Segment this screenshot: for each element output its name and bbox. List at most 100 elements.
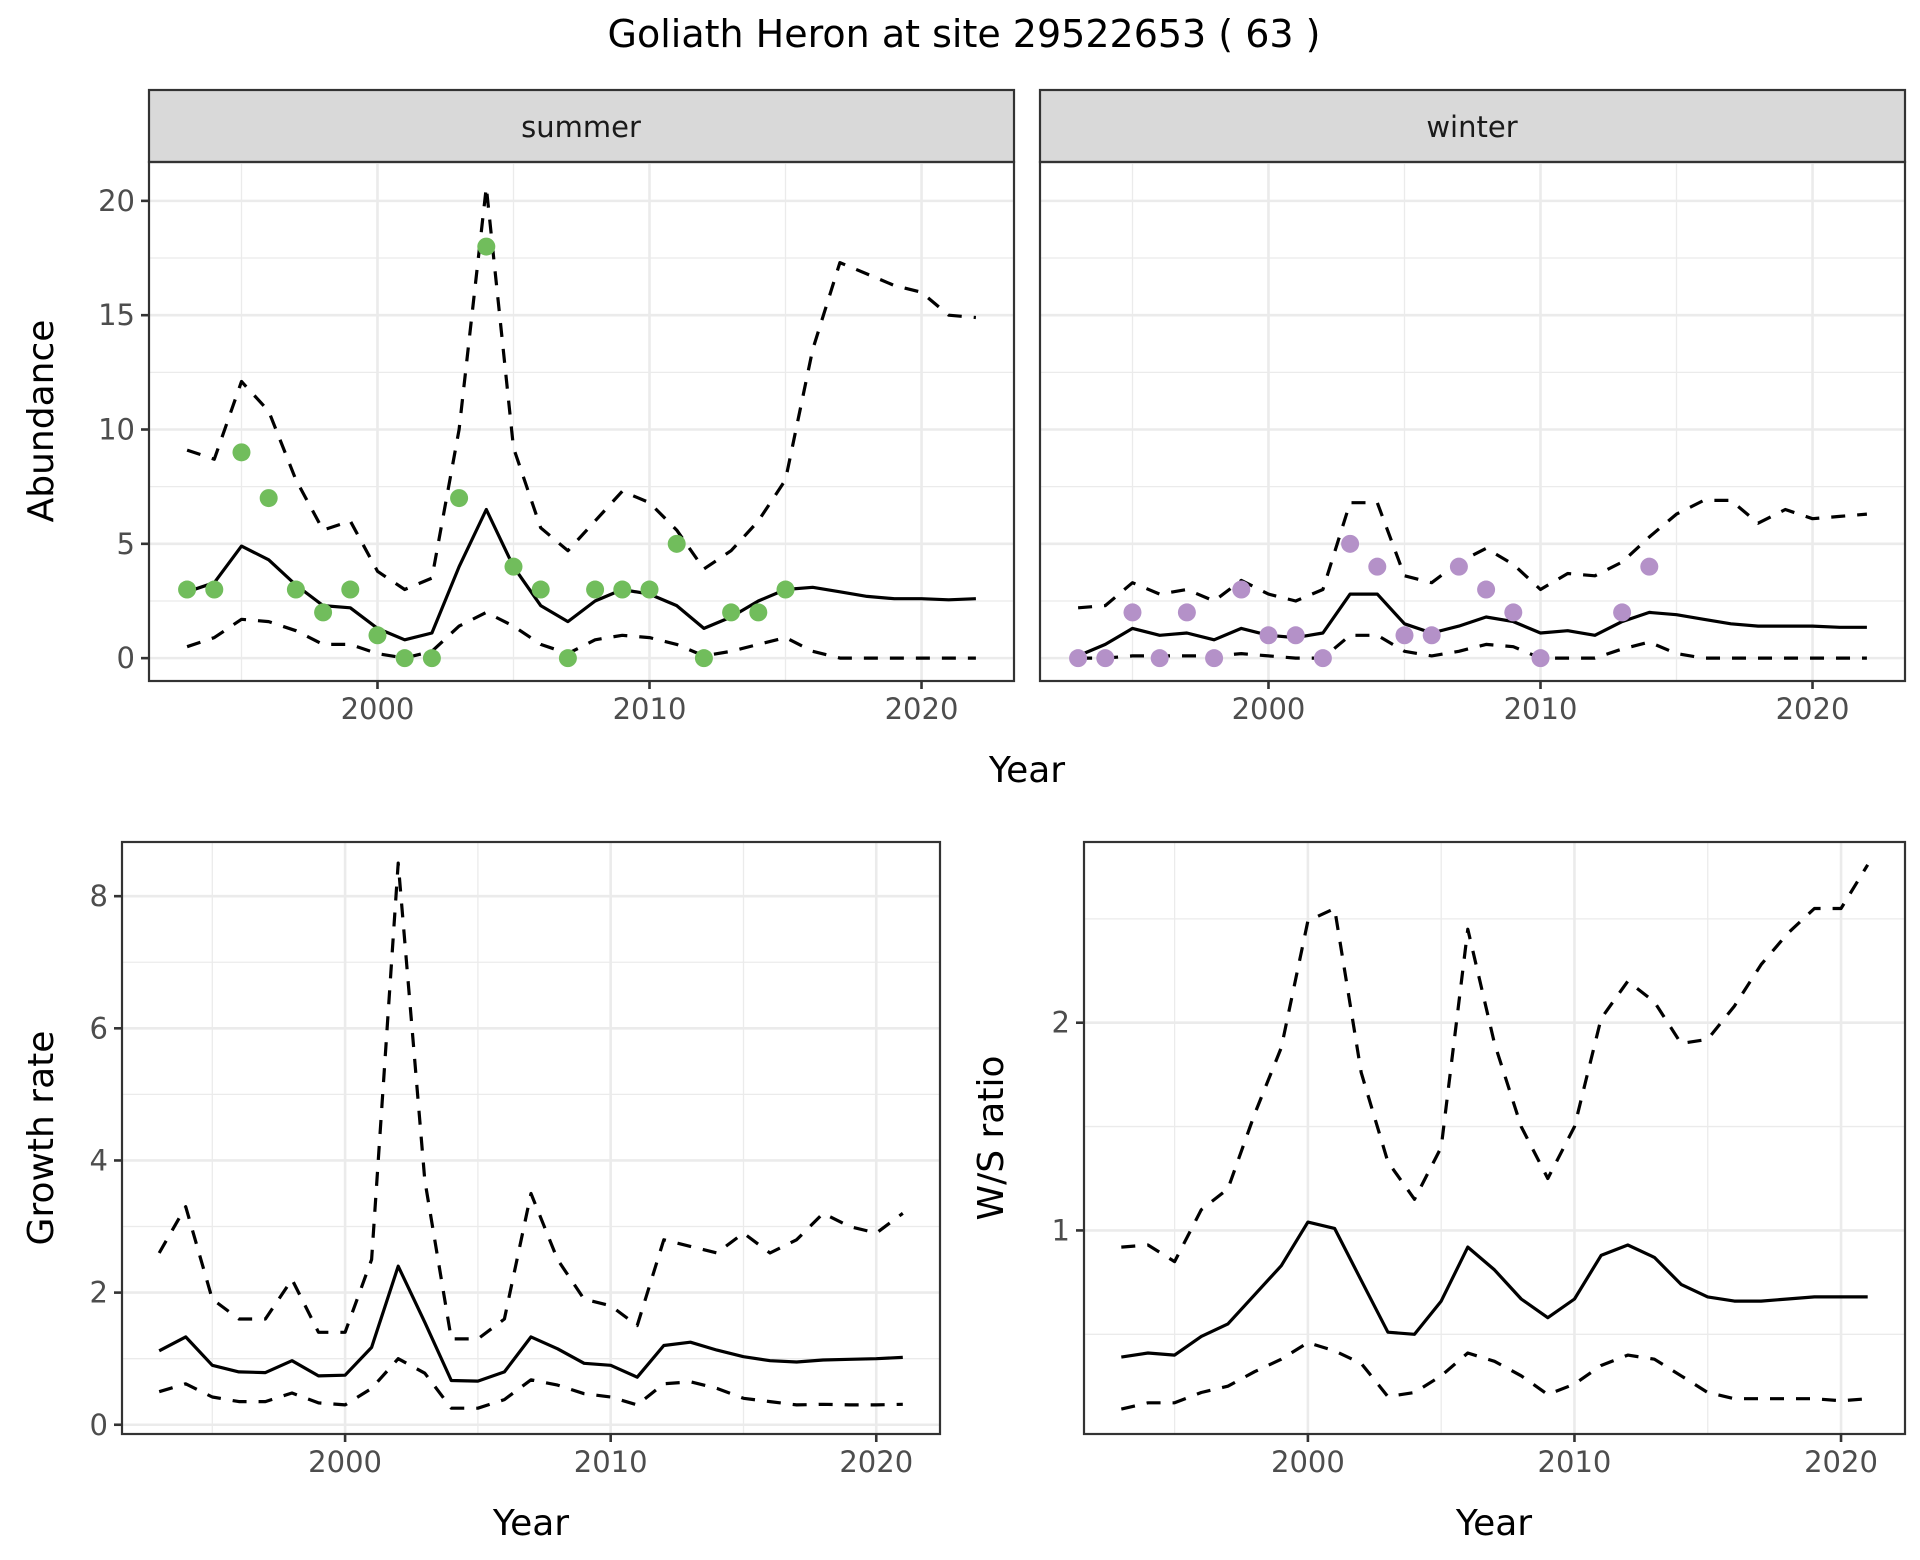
panel-border-ws-ratio xyxy=(1082,840,1907,1436)
observed-point xyxy=(368,626,387,645)
figure-title: Goliath Heron at site 29522653 ( 63 ) xyxy=(608,12,1321,56)
series-summer xyxy=(178,185,977,668)
observed-point xyxy=(1368,557,1387,576)
y-tick-label: 0 xyxy=(117,641,135,675)
grid-ws-ratio xyxy=(1084,842,1905,1434)
x-axis-title-ws-ratio: Year xyxy=(1455,1503,1532,1544)
y-tick-label: 8 xyxy=(90,879,108,913)
observed-point xyxy=(1150,649,1169,668)
observed-point xyxy=(1341,534,1360,553)
strip-label-summer: summer xyxy=(521,110,641,144)
panel-border-growth-rate xyxy=(120,840,942,1436)
x-tick-label: 2010 xyxy=(1504,692,1578,726)
mean-line xyxy=(186,507,976,642)
observed-point xyxy=(586,580,605,599)
observed-point xyxy=(1259,626,1278,645)
observed-point xyxy=(722,603,741,622)
lower-ci-line xyxy=(158,1357,903,1410)
y-axis-title-ws-ratio: W/S ratio xyxy=(971,1055,1012,1220)
y-tick-label: 2 xyxy=(90,1276,108,1310)
y-tick-label: 5 xyxy=(117,527,135,561)
y-tick-label: 10 xyxy=(98,413,135,447)
observed-point xyxy=(749,603,768,622)
x-axis-winter: 2000 2010 2020 xyxy=(1232,681,1850,726)
observed-point xyxy=(1123,603,1142,622)
x-tick-label: 2000 xyxy=(1271,1445,1345,1479)
observed-point xyxy=(232,443,251,462)
x-axis-title-abundance: Year xyxy=(988,750,1065,791)
mean-line xyxy=(1077,592,1867,658)
y-axis-title-abundance: Abundance xyxy=(21,320,62,523)
observed-point xyxy=(504,557,523,576)
observed-point xyxy=(314,603,333,622)
observed-point xyxy=(1286,626,1305,645)
observed-point xyxy=(1177,603,1196,622)
observed-point xyxy=(259,489,278,508)
observed-point xyxy=(613,580,632,599)
x-tick-label: 2020 xyxy=(885,692,959,726)
upper-ci-line xyxy=(186,185,977,592)
y-tick-label: 0 xyxy=(90,1408,108,1442)
x-tick-label: 2020 xyxy=(1804,1445,1878,1479)
observed-point xyxy=(1205,649,1224,668)
panel-summer: summer 0 5 10 15 20 2000 2010 2020 xyxy=(98,88,1016,726)
y-axis-title-growth-rate: Growth rate xyxy=(21,1031,62,1246)
observed-point xyxy=(341,580,360,599)
observed-point xyxy=(1069,649,1088,668)
x-axis-summer: 2000 2010 2020 xyxy=(341,681,959,726)
y-tick-label: 4 xyxy=(90,1143,108,1177)
x-tick-label: 2010 xyxy=(613,692,687,726)
panel-growth-rate: 0 2 4 6 8 2000 2010 2020 xyxy=(90,840,942,1479)
panel-border-summer xyxy=(147,160,1016,683)
panel-ws-ratio: 12 2000 2010 2020 xyxy=(1052,840,1907,1479)
x-tick-label: 2000 xyxy=(1232,692,1306,726)
x-tick-label: 2000 xyxy=(308,1445,382,1479)
panel-border-winter xyxy=(1038,160,1907,683)
y-tick-label: 1 xyxy=(1052,1213,1070,1247)
strip-winter xyxy=(1038,88,1907,164)
observed-point xyxy=(1449,557,1468,576)
x-tick-label: 2020 xyxy=(839,1445,913,1479)
y-axis-abundance: 0 5 10 15 20 xyxy=(98,184,149,675)
grid-growth-rate xyxy=(122,842,940,1434)
observed-point xyxy=(205,580,224,599)
observed-point xyxy=(286,580,305,599)
upper-ci-line xyxy=(157,861,904,1341)
observed-point xyxy=(1477,580,1496,599)
observed-point xyxy=(1313,649,1332,668)
x-axis-ws-ratio: 2000 2010 2020 xyxy=(1271,1434,1878,1479)
mean-line xyxy=(158,1264,903,1383)
y-axis-growth-rate: 0 2 4 6 8 xyxy=(90,879,122,1442)
observed-point xyxy=(558,649,577,668)
lower-ci-line xyxy=(186,610,976,660)
observed-point xyxy=(395,649,414,668)
observed-point xyxy=(1504,603,1523,622)
observed-point xyxy=(422,649,441,668)
y-axis-ws-ratio: 12 xyxy=(1052,1006,1084,1247)
observed-point xyxy=(1422,626,1441,645)
y-tick-label: 2 xyxy=(1052,1006,1070,1040)
x-tick-label: 2020 xyxy=(1776,692,1850,726)
observed-point xyxy=(1096,649,1115,668)
strip-label-winter: winter xyxy=(1426,110,1517,144)
observed-point xyxy=(531,580,550,599)
x-tick-label: 2000 xyxy=(341,692,415,726)
x-axis-growth-rate: 2000 2010 2020 xyxy=(308,1434,913,1479)
observed-point xyxy=(450,489,469,508)
observed-point xyxy=(477,237,496,256)
y-tick-label: 6 xyxy=(90,1011,108,1045)
series-ws-ratio xyxy=(1120,863,1870,1411)
observed-point xyxy=(694,649,713,668)
observed-point xyxy=(1531,649,1550,668)
observed-point xyxy=(1613,603,1632,622)
series-winter xyxy=(1069,498,1868,668)
upper-ci-line xyxy=(1121,863,1870,1264)
observed-point xyxy=(1640,557,1659,576)
mean-line xyxy=(1121,1220,1868,1359)
x-axis-title-growth-rate: Year xyxy=(492,1503,569,1544)
series-growth-rate xyxy=(157,861,904,1410)
observed-point xyxy=(1232,580,1251,599)
strip-summer xyxy=(147,88,1016,164)
